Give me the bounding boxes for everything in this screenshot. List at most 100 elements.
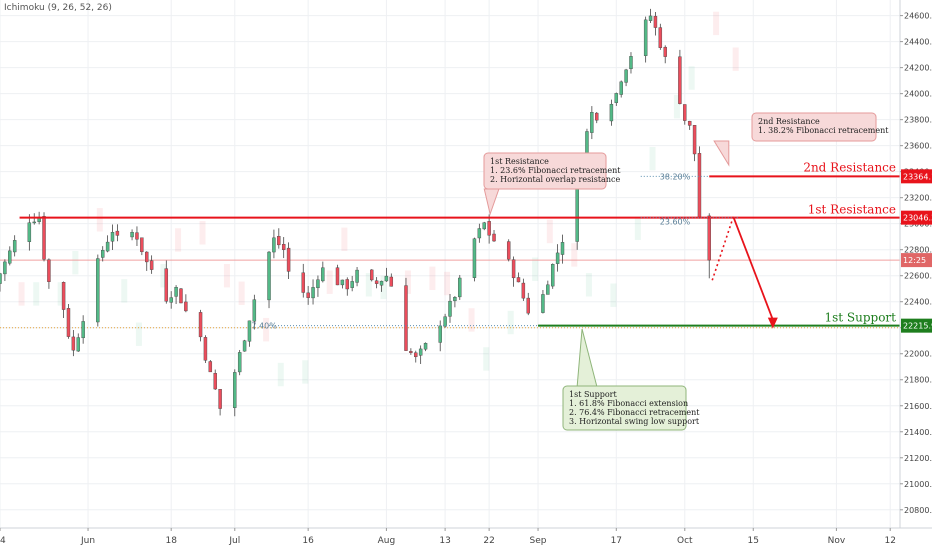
candle-body <box>8 250 12 264</box>
price-tick-label: 21600.0 <box>904 402 932 411</box>
cloud-segment <box>649 146 656 171</box>
cloud-segment <box>96 208 103 232</box>
cloud-segment <box>263 317 270 342</box>
annotation-2nd-resistance-pointer <box>713 140 730 167</box>
annotation-1st-resistance-text: 1. 23.6% Fibonacci retracement <box>490 166 621 175</box>
candle-body <box>423 342 428 350</box>
cloud-segment <box>326 270 333 294</box>
candle-body <box>629 56 633 70</box>
cloud-segment <box>444 271 451 296</box>
grid-lines <box>0 0 900 528</box>
cloud-segment <box>199 221 206 245</box>
candle-body <box>595 112 599 121</box>
candle-body <box>546 284 550 295</box>
candle-body <box>692 125 697 155</box>
candle-body <box>624 69 628 83</box>
candle-body <box>12 240 17 253</box>
candle-body <box>516 277 521 283</box>
candle-body <box>453 297 457 302</box>
cloud-segment <box>546 219 553 244</box>
candle-body <box>658 27 663 48</box>
candle-body <box>487 221 491 236</box>
cloud-segment <box>673 94 680 119</box>
cloud-segment <box>365 273 372 297</box>
time-axis[interactable]: 14 Jun 18 Jul 16 Aug 13 22 Sep 17 Oct 15 Nov 12 <box>0 527 932 546</box>
cloud-segment <box>404 270 411 294</box>
candle-body <box>619 81 623 95</box>
time-tick-label: Jun <box>80 536 95 546</box>
annotation-1st-support-pointer <box>576 328 598 387</box>
candle-body <box>0 273 2 284</box>
candle-body <box>316 279 320 289</box>
annotation-1st-support-text: 1st Support <box>569 390 617 399</box>
candle-body <box>130 232 134 238</box>
candle-body <box>614 93 619 103</box>
candle-body <box>526 297 530 314</box>
time-tick-label: 12 <box>884 536 895 546</box>
price-tag-current: 12:25 <box>903 256 926 265</box>
candle-body <box>66 308 71 337</box>
candle-body <box>575 181 579 242</box>
candle-body <box>306 292 310 298</box>
annotation-1st-resistance-text: 2. Horizontal overlap resistance <box>490 175 620 184</box>
price-tick-label: 24400.0 <box>904 38 932 47</box>
time-tick-label: Nov <box>828 536 846 546</box>
cloud-segment <box>634 216 641 240</box>
candle-body <box>218 389 222 409</box>
candle-body <box>374 280 379 284</box>
candle-body <box>145 251 149 263</box>
candle-body <box>643 19 648 56</box>
candle-body <box>247 320 252 342</box>
candle-body <box>140 237 144 253</box>
price-axis-tags: 23364.1 23046.3 12:25 22215.9 <box>901 169 932 333</box>
indicator-legend[interactable]: Ichimoku (9, 26, 52, 26) <box>4 3 112 13</box>
price-tick-label: 24000.0 <box>904 90 932 99</box>
candle-body <box>149 260 154 270</box>
candle-body <box>61 282 66 310</box>
cloud-segment <box>571 243 578 267</box>
candle-body <box>76 337 80 352</box>
price-tick-label: 24600.0 <box>904 12 932 21</box>
candle-body <box>340 279 345 286</box>
candle-body <box>472 238 477 278</box>
price-tag-1st-resistance: 23046.3 <box>903 214 932 223</box>
candle-body <box>663 46 667 57</box>
candle-body <box>409 351 413 353</box>
candle-body <box>551 264 555 287</box>
time-tick-label: 15 <box>748 536 759 546</box>
candle-body <box>203 337 208 361</box>
price-tick-label: 23200.0 <box>904 194 932 203</box>
cloud-segment <box>468 308 475 332</box>
cloud-segment <box>33 282 40 306</box>
candle-body <box>438 325 442 343</box>
candle-body <box>32 221 36 224</box>
time-tick-label: Jul <box>228 536 240 546</box>
candle-body <box>47 259 51 282</box>
price-tick-label: 21000.0 <box>904 480 932 489</box>
candle-body <box>683 104 687 121</box>
annotation-2nd-resistance-text: 1. 38.2% Fibonacci retracement <box>758 126 889 135</box>
candle-body <box>687 120 692 126</box>
candle-body <box>110 232 115 242</box>
candle-body <box>311 287 315 299</box>
candle-body <box>389 276 394 287</box>
time-tick-label: 16 <box>302 536 314 546</box>
candle-body <box>233 372 237 408</box>
cloud-segment <box>380 275 387 300</box>
candle-body <box>477 228 482 239</box>
price-tag-2nd-resistance-background <box>901 169 932 184</box>
price-tick-label: 21200.0 <box>904 454 932 463</box>
annotation-1st-resistance-text: 1st Resistance <box>490 157 549 166</box>
candle-body <box>242 340 247 352</box>
time-tick-label: 17 <box>611 536 622 546</box>
candle-body <box>492 233 496 242</box>
candle-body <box>511 259 516 279</box>
candle-body <box>169 297 173 303</box>
time-tick-label: 14 <box>0 536 6 546</box>
candle-body <box>555 252 560 264</box>
